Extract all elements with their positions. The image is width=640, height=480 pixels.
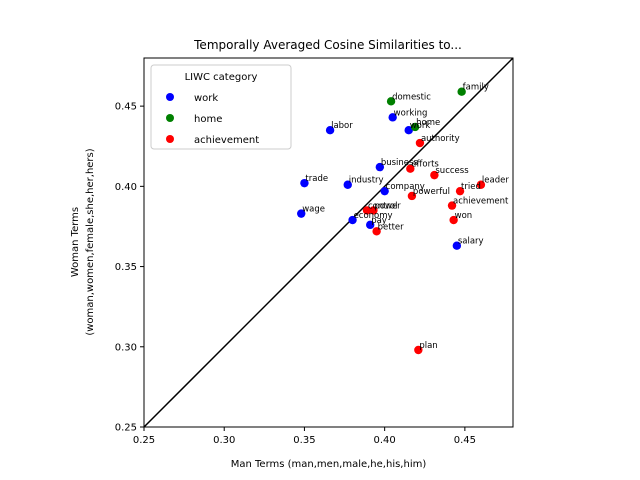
point-label-family: family [463, 83, 489, 93]
point-label-power: power [374, 201, 401, 211]
y-tick-label: 0.25 [115, 423, 137, 434]
legend: LIWC category work home achievement [151, 65, 291, 149]
point-label-better: better [378, 222, 405, 232]
point-label-labor: labor [331, 121, 353, 131]
x-tick-label: 0.35 [293, 435, 315, 446]
y-axis-label-line2: (woman,women,female,she,her,hers) [85, 148, 96, 335]
point-label-salary: salary [458, 237, 484, 247]
point-label-achievement: achievement [453, 197, 509, 207]
x-tick-label: 0.25 [133, 435, 155, 446]
point-label-wage: wage [302, 205, 325, 215]
x-axis-label: Man Terms (man,men,male,he,his,him) [231, 459, 427, 470]
legend-marker-work [166, 93, 174, 101]
point-label-working: working [394, 108, 428, 118]
y-axis-label-line1: Woman Terms [70, 207, 81, 277]
point-label-won: won [455, 211, 473, 221]
point-label-trade: trade [305, 174, 328, 184]
point-label-authority: authority [421, 134, 460, 144]
legend-marker-home [166, 114, 174, 122]
y-tick-label: 0.45 [115, 102, 137, 113]
legend-label-home: home [194, 114, 222, 125]
legend-label-work: work [194, 93, 218, 104]
x-tick-label: 0.40 [374, 435, 396, 446]
y-tick-label: 0.35 [115, 262, 137, 273]
point-label-tried: tried [461, 182, 481, 192]
point-label-powerful: powerful [413, 187, 450, 197]
legend-marker-achievement [166, 135, 174, 143]
legend-title: LIWC category [185, 72, 258, 83]
x-tick-label: 0.30 [213, 435, 235, 446]
point-label-leader: leader [482, 176, 509, 186]
point-label-plan: plan [419, 341, 437, 351]
y-tick-label: 0.40 [115, 182, 137, 193]
point-label-industry: industry [349, 176, 384, 186]
chart-title: Temporally Averaged Cosine Similarities … [193, 38, 462, 52]
x-tick-label: 0.45 [454, 435, 476, 446]
point-label-success: success [435, 166, 469, 176]
point-label-domestic: domestic [392, 92, 431, 102]
y-tick-label: 0.30 [115, 342, 137, 353]
legend-label-achievement: achievement [194, 135, 259, 146]
point-label-home: home [416, 118, 440, 128]
